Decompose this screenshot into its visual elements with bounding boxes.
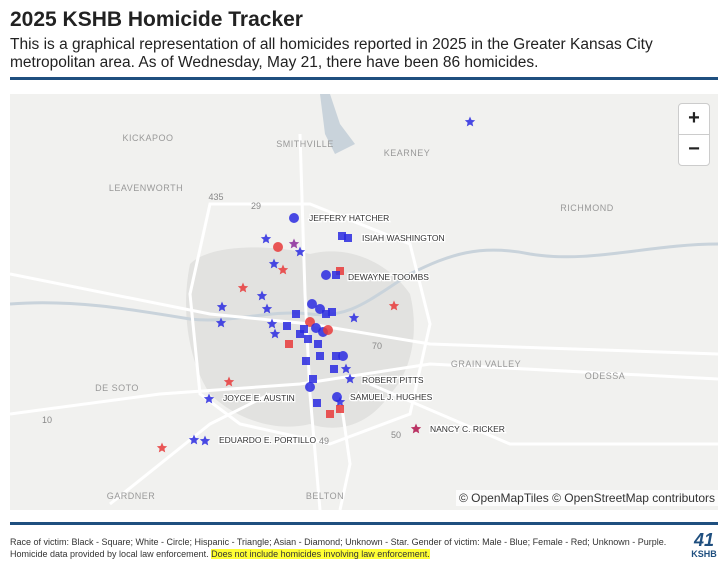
victim-marker <box>260 233 272 244</box>
victim-marker <box>321 270 331 280</box>
victim-marker <box>307 299 317 309</box>
road-label: 70 <box>372 341 382 351</box>
victim-marker <box>289 213 299 223</box>
victim-marker <box>292 310 300 318</box>
victim-marker <box>223 376 235 387</box>
victim-label: JOYCE E. AUSTIN <box>223 393 295 403</box>
road-label: 10 <box>42 415 52 425</box>
victim-label: SAMUEL J. HUGHES <box>350 392 433 402</box>
place-label: KICKAPOO <box>122 133 173 143</box>
place-label: LEAVENWORTH <box>109 183 183 193</box>
victim-marker <box>344 373 356 384</box>
victim-marker <box>277 264 289 275</box>
victim-marker <box>305 382 315 392</box>
victim-marker <box>330 365 338 373</box>
victim-marker <box>216 301 228 312</box>
logo: 41 KSHB <box>689 530 719 559</box>
place-labels: KICKAPOO SMITHVILLE KEARNEY LEAVENWORTH RICH… <box>42 133 625 501</box>
victim-label: NANCY C. RICKER <box>430 424 505 434</box>
victim-marker <box>237 282 249 293</box>
place-label: RICHMOND <box>560 203 614 213</box>
victim-label: ISIAH WASHINGTON <box>362 233 445 243</box>
victim-marker <box>199 435 211 446</box>
victim-marker <box>288 238 300 249</box>
place-label: SMITHVILLE <box>276 139 334 149</box>
victim-marker <box>273 242 283 252</box>
victim-label: DEWAYNE TOOMBS <box>348 272 429 282</box>
river <box>10 242 718 322</box>
victim-marker <box>314 340 322 348</box>
victim-marker <box>326 410 334 418</box>
victim-marker <box>283 322 291 330</box>
title: 2025 KSHB Homicide Tracker <box>10 8 303 31</box>
victim-marker <box>388 300 400 311</box>
road-label: 49 <box>319 436 329 446</box>
map: KICKAPOO SMITHVILLE KEARNEY LEAVENWORTH RICH… <box>10 94 718 510</box>
victim-marker <box>313 399 321 407</box>
victim-marker <box>338 232 346 240</box>
victim-marker <box>261 303 273 314</box>
victim-marker <box>464 116 476 127</box>
victim-marker <box>328 308 336 316</box>
attribution: © OpenMapTiles © OpenStreetMap contribut… <box>455 490 718 506</box>
victim-marker <box>316 352 324 360</box>
victim-marker <box>269 328 281 339</box>
victim-marker <box>256 290 268 301</box>
victim-marker <box>336 405 344 413</box>
victim-marker <box>344 234 352 242</box>
victim-marker <box>348 312 360 323</box>
place-label: GRAIN VALLEY <box>451 359 521 369</box>
markers <box>156 116 476 453</box>
note-highlight: Does not include homicides involving law… <box>211 549 430 559</box>
roads <box>10 133 718 510</box>
victim-label: EDUARDO E. PORTILLO <box>219 435 317 445</box>
road-label: 50 <box>391 430 401 440</box>
victim-label: JEFFERY HATCHER <box>309 213 389 223</box>
subtitle: This is a graphical representation of al… <box>10 36 653 71</box>
header-rule <box>10 77 718 80</box>
victim-marker <box>300 325 308 333</box>
zoom-in-button[interactable]: + <box>678 103 710 135</box>
victim-marker <box>156 442 168 453</box>
source-text: Homicide data provided by local law enfo… <box>10 549 209 559</box>
victim-labels: JEFFERY HATCHER ISIAH WASHINGTON DEWAYNE T… <box>218 212 506 447</box>
victim-marker <box>296 330 304 338</box>
logo-number: 41 <box>693 530 715 550</box>
victim-marker <box>285 340 293 348</box>
road-label: 29 <box>251 201 261 211</box>
victim-marker <box>309 375 317 383</box>
road-label: 435 <box>208 192 223 202</box>
victim-marker <box>332 352 340 360</box>
victim-marker <box>410 423 422 434</box>
victim-marker <box>304 335 312 343</box>
footer-rule <box>10 522 718 525</box>
victim-marker <box>302 357 310 365</box>
victim-marker <box>294 246 306 257</box>
victim-marker <box>203 393 215 404</box>
victim-marker <box>266 318 278 329</box>
victim-marker <box>334 396 346 407</box>
victim-marker <box>322 310 330 318</box>
source-line: Homicide data provided by local law enfo… <box>10 549 430 559</box>
place-label: ODESSA <box>585 371 626 381</box>
place-label: KEARNEY <box>384 148 431 158</box>
victim-label: ROBERT PITTS <box>362 375 424 385</box>
logo-name: KSHB <box>691 549 717 559</box>
victim-marker <box>323 325 333 335</box>
victim-marker <box>332 271 340 279</box>
victim-marker <box>268 258 280 269</box>
victim-marker <box>340 363 352 374</box>
lake <box>320 94 355 154</box>
victim-marker <box>188 434 200 445</box>
legend-text: Race of victim: Black - Square; White - … <box>10 537 667 547</box>
place-label: BELTON <box>306 491 344 501</box>
zoom-out-button[interactable]: − <box>678 134 710 166</box>
place-label: DE SOTO <box>95 383 139 393</box>
place-label: GARDNER <box>107 491 156 501</box>
victim-marker <box>338 351 348 361</box>
victim-marker <box>215 317 227 328</box>
